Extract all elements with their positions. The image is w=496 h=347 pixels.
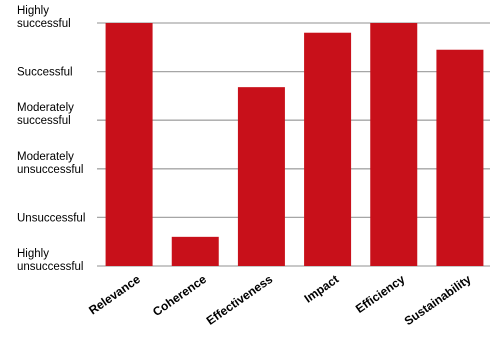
y-axis-tick-labels: Highly unsuccessful Unsuccessful Moderately…	[17, 5, 85, 273]
y-tick-label: Moderately successful	[17, 102, 74, 127]
bar-sustainability	[436, 49, 484, 267]
y-tick-label: Highly successful	[17, 5, 71, 30]
bar-relevance	[105, 23, 153, 266]
y-tick-label: Highly unsuccessful	[17, 248, 83, 273]
x-tick-label: Impact	[302, 272, 342, 306]
y-tick-label: Moderately unsuccessful	[17, 151, 83, 176]
bar-effectiveness	[237, 87, 285, 266]
y-tick-label: Successful	[17, 67, 73, 79]
bar-impact	[304, 32, 352, 266]
x-tick-label: Relevance	[86, 272, 143, 318]
x-tick-label: Effectiveness	[204, 272, 276, 328]
gridlines	[97, 22, 490, 267]
y-tick-label: Unsuccessful	[17, 212, 85, 224]
bars	[105, 23, 484, 267]
x-tick-label: Efficiency	[353, 272, 408, 316]
x-tick-label: Sustainability	[402, 272, 474, 328]
x-tick-label: Coherence	[150, 272, 209, 319]
bar-efficiency	[370, 23, 418, 266]
bar-coherence	[171, 236, 219, 266]
